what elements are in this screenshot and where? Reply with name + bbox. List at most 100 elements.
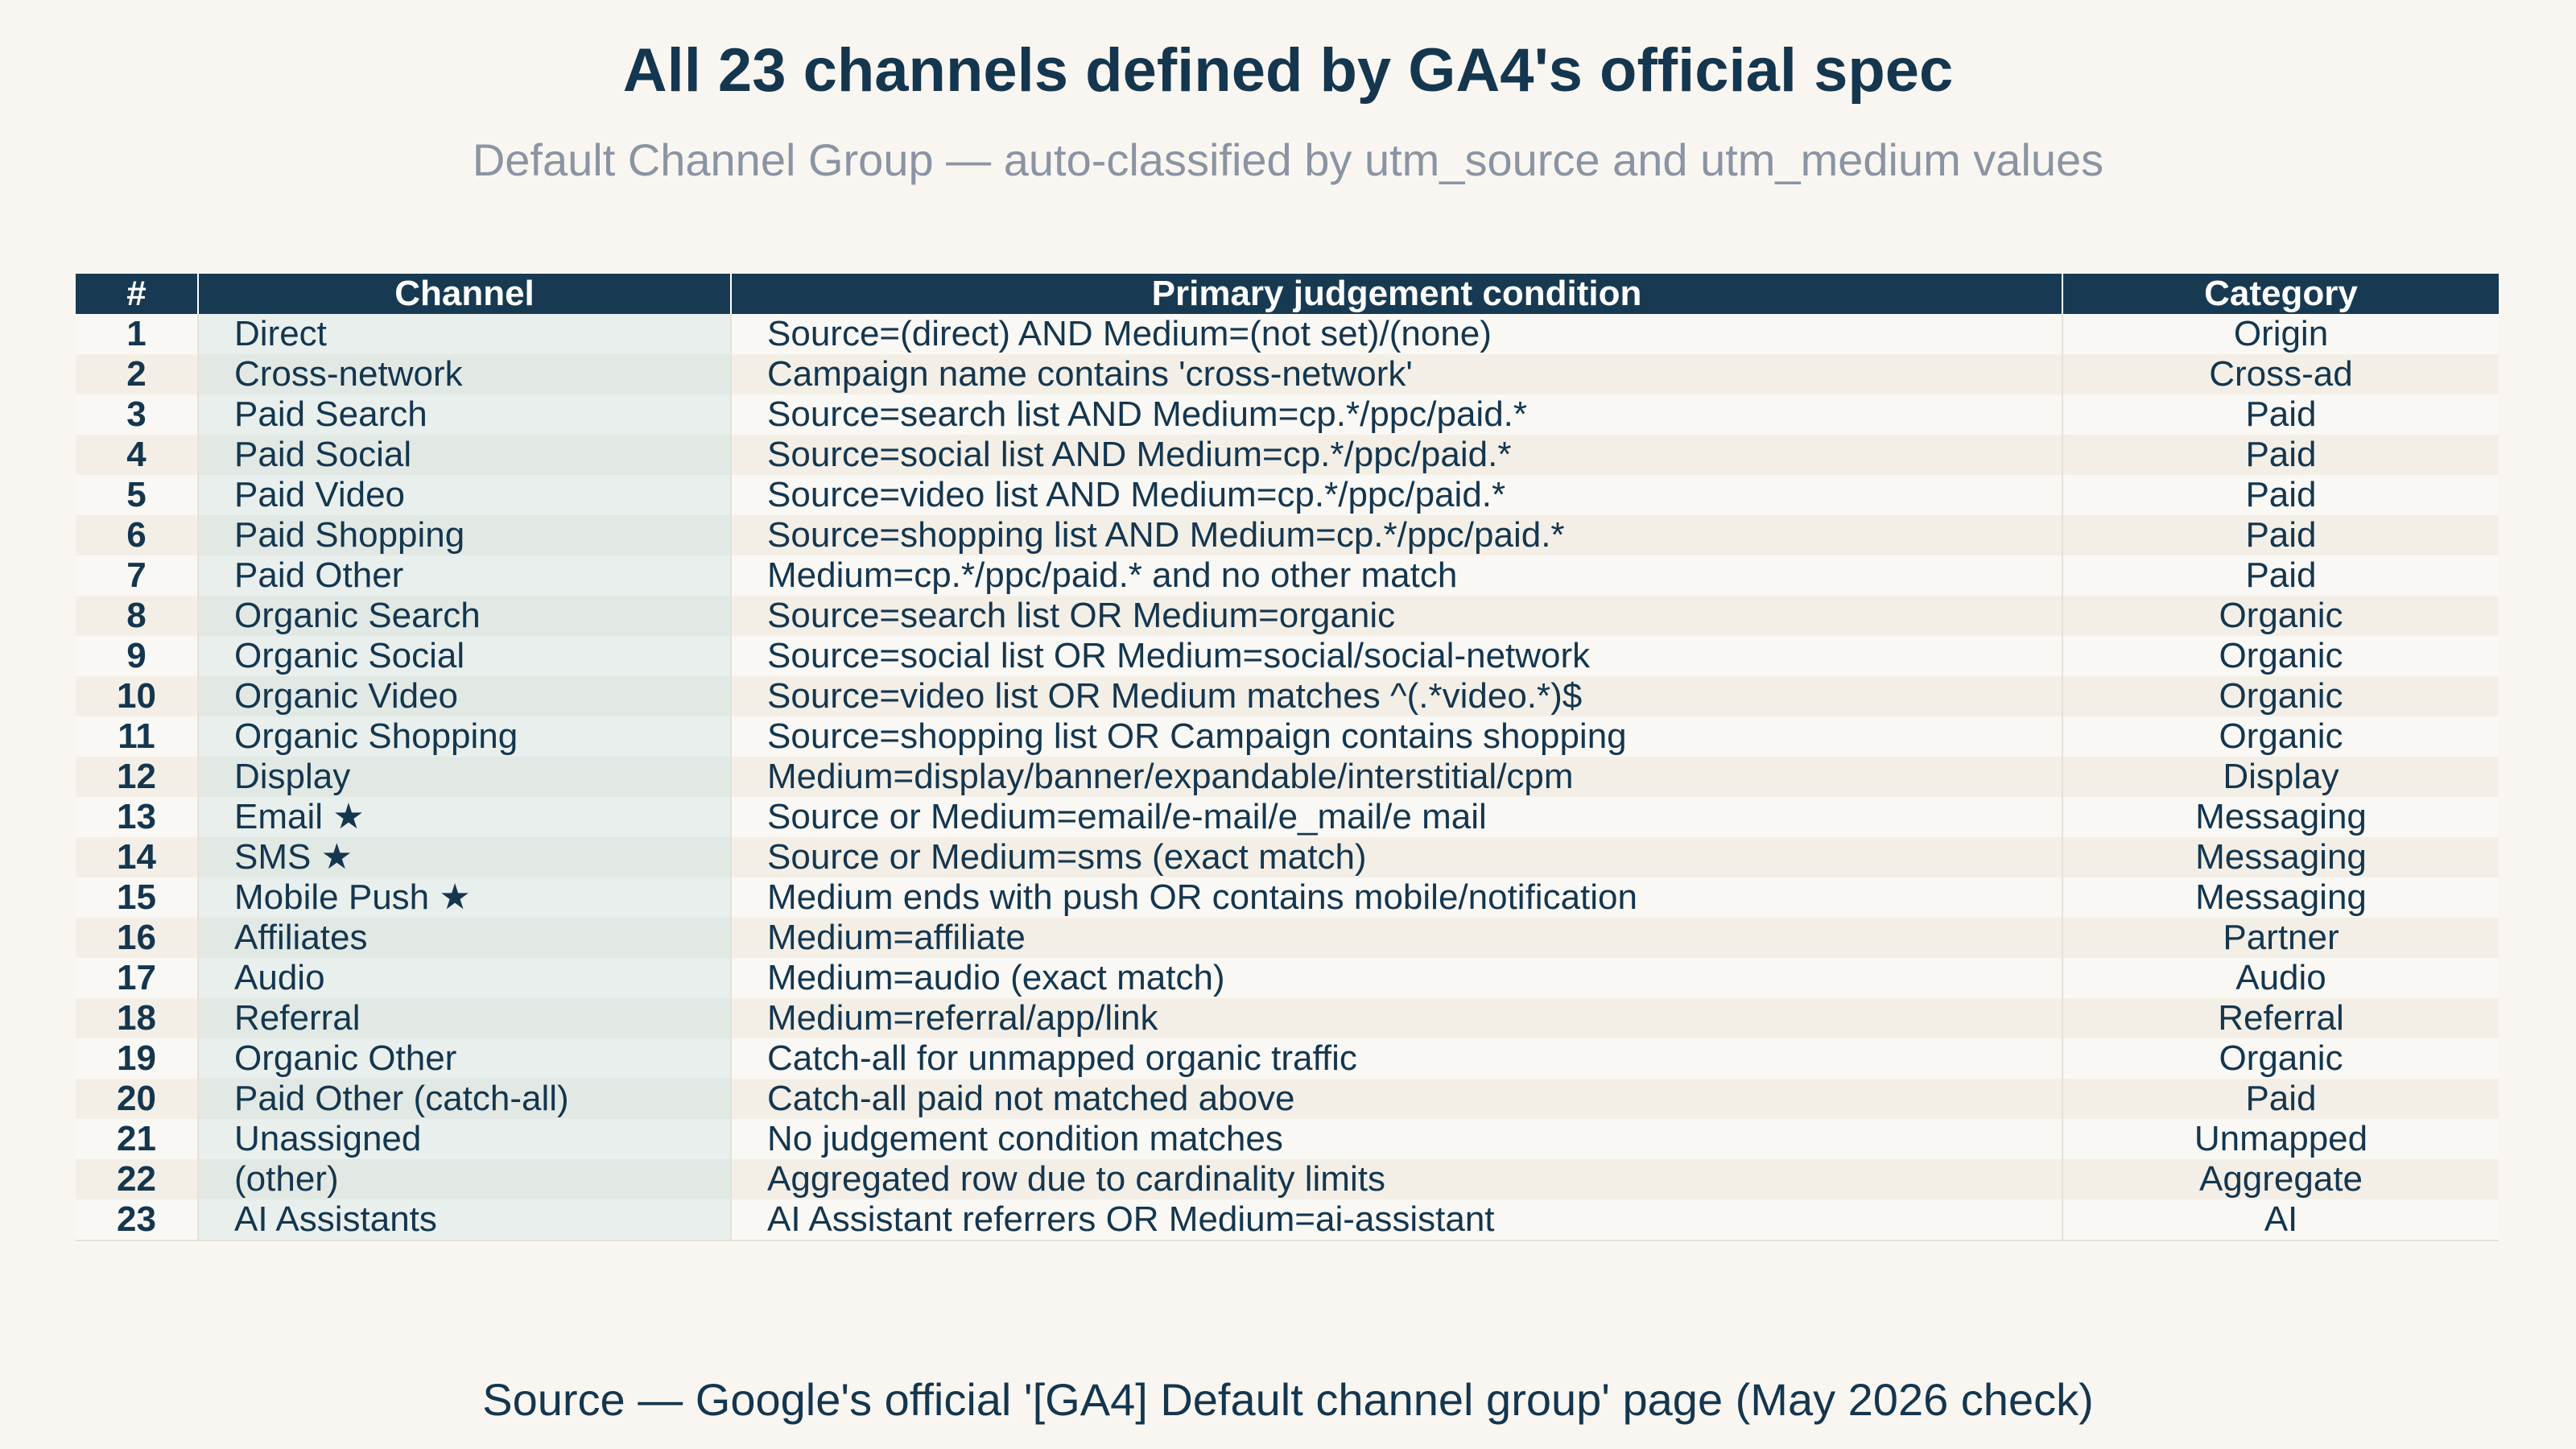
category: Paid (2062, 555, 2499, 596)
row-number: 15 (76, 877, 199, 918)
judgement-condition: Source=search list OR Medium=organic (731, 596, 2063, 636)
channel-name: Organic Social (198, 636, 732, 676)
judgement-condition: Source=social list OR Medium=social/soci… (731, 636, 2063, 676)
table-row: 3 Paid Search Source=search list AND Mediu… (76, 394, 2499, 435)
judgement-condition: Source=video list AND Medium=cp.*/ppc/pa… (731, 475, 2063, 515)
source-footnote: Source — Google's official '[GA4] Defaul… (482, 1374, 2094, 1425)
header-category: Category (2062, 274, 2499, 314)
row-number: 10 (76, 676, 199, 716)
row-number: 4 (76, 435, 199, 475)
channel-name: Display (198, 757, 732, 797)
category: AI (2062, 1199, 2499, 1241)
table-row: 17 Audio Medium=audio (exact match) Audio (76, 958, 2499, 998)
row-number: 11 (76, 716, 199, 757)
judgement-condition: Source=shopping list AND Medium=cp.*/ppc… (731, 515, 2063, 555)
table-row: 14 SMS ★ Source or Medium=sms (exact match… (76, 837, 2499, 877)
judgement-condition: No judgement condition matches (731, 1119, 2063, 1159)
channel-table-container: # Channel Primary judgement condition Ca… (76, 274, 2499, 1241)
table-header-row: # Channel Primary judgement condition Ca… (76, 274, 2499, 314)
channel-name: Email ★ (198, 797, 732, 837)
table-row: 21 Unassigned No judgement condition match… (76, 1119, 2499, 1159)
channel-name: Paid Social (198, 435, 732, 475)
category: Organic (2062, 596, 2499, 636)
chart-title: All 23 channels defined by GA4's officia… (622, 36, 1954, 105)
table-row: 1 Direct Source=(direct) AND Medium=(not s… (76, 314, 2499, 354)
channel-name: Cross-network (198, 354, 732, 394)
category: Display (2062, 757, 2499, 797)
row-number: 5 (76, 475, 199, 515)
category: Organic (2062, 636, 2499, 676)
table-row: 5 Paid Video Source=video list AND Medium=… (76, 475, 2499, 515)
table-row: 7 Paid Other Medium=cp.*/ppc/paid.* and no… (76, 555, 2499, 596)
category: Messaging (2062, 797, 2499, 837)
table-row: 4 Paid Social Source=social list AND Mediu… (76, 435, 2499, 475)
table-row: 15 Mobile Push ★ Medium ends with push OR … (76, 877, 2499, 918)
category: Aggregate (2062, 1159, 2499, 1199)
channel-table: # Channel Primary judgement condition Ca… (76, 274, 2499, 1241)
judgement-condition: Aggregated row due to cardinality limits (731, 1159, 2063, 1199)
judgement-condition: AI Assistant referrers OR Medium=ai-assi… (731, 1199, 2063, 1241)
chart-subtitle: Default Channel Group — auto-classified … (472, 134, 2104, 185)
category: Audio (2062, 958, 2499, 998)
header-condition: Primary judgement condition (731, 274, 2063, 314)
table-body: 1 Direct Source=(direct) AND Medium=(not s… (76, 314, 2499, 1241)
judgement-condition: Catch-all for unmapped organic traffic (731, 1038, 2063, 1079)
table-row: 9 Organic Social Source=social list OR Med… (76, 636, 2499, 676)
row-number: 3 (76, 394, 199, 435)
table-row: 20 Paid Other (catch-all) Catch-all paid n… (76, 1079, 2499, 1119)
header-number: # (76, 274, 199, 314)
channel-name: Organic Search (198, 596, 732, 636)
table-row: 6 Paid Shopping Source=shopping list AND M… (76, 515, 2499, 555)
category: Paid (2062, 515, 2499, 555)
channel-name: Paid Shopping (198, 515, 732, 555)
table-row: 13 Email ★ Source or Medium=email/e-mail/e… (76, 797, 2499, 837)
judgement-condition: Source=shopping list OR Campaign contain… (731, 716, 2063, 757)
category: Organic (2062, 1038, 2499, 1079)
category: Referral (2062, 998, 2499, 1038)
category: Cross-ad (2062, 354, 2499, 394)
channel-name: SMS ★ (198, 837, 732, 877)
channel-name: Organic Other (198, 1038, 732, 1079)
channel-name: Paid Other (catch-all) (198, 1079, 732, 1119)
row-number: 17 (76, 958, 199, 998)
channel-name: Direct (198, 314, 732, 354)
judgement-condition: Medium ends with push OR contains mobile… (731, 877, 2063, 918)
category: Paid (2062, 435, 2499, 475)
row-number: 21 (76, 1119, 199, 1159)
channel-name: Paid Other (198, 555, 732, 596)
channel-name: Affiliates (198, 918, 732, 958)
row-number: 23 (76, 1199, 199, 1241)
row-number: 22 (76, 1159, 199, 1199)
judgement-condition: Source=search list AND Medium=cp.*/ppc/p… (731, 394, 2063, 435)
row-number: 6 (76, 515, 199, 555)
row-number: 9 (76, 636, 199, 676)
judgement-condition: Catch-all paid not matched above (731, 1079, 2063, 1119)
category: Organic (2062, 676, 2499, 716)
judgement-condition: Campaign name contains 'cross-network' (731, 354, 2063, 394)
judgement-condition: Medium=affiliate (731, 918, 2063, 958)
header-channel: Channel (198, 274, 732, 314)
row-number: 2 (76, 354, 199, 394)
judgement-condition: Medium=cp.*/ppc/paid.* and no other matc… (731, 555, 2063, 596)
judgement-condition: Medium=audio (exact match) (731, 958, 2063, 998)
judgement-condition: Source=social list AND Medium=cp.*/ppc/p… (731, 435, 2063, 475)
row-number: 16 (76, 918, 199, 958)
table-row: 10 Organic Video Source=video list OR Medi… (76, 676, 2499, 716)
channel-name: Paid Search (198, 394, 732, 435)
channel-name: Organic Video (198, 676, 732, 716)
row-number: 20 (76, 1079, 199, 1119)
category: Organic (2062, 716, 2499, 757)
judgement-condition: Medium=referral/app/link (731, 998, 2063, 1038)
row-number: 19 (76, 1038, 199, 1079)
category: Paid (2062, 475, 2499, 515)
channel-name: Organic Shopping (198, 716, 732, 757)
table-row: 11 Organic Shopping Source=shopping list O… (76, 716, 2499, 757)
channel-name: AI Assistants (198, 1199, 732, 1241)
channel-name: Referral (198, 998, 732, 1038)
table-row: 23 AI Assistants AI Assistant referrers OR… (76, 1199, 2499, 1241)
category: Origin (2062, 314, 2499, 354)
row-number: 14 (76, 837, 199, 877)
table-row: 22 (other) Aggregated row due to cardinali… (76, 1159, 2499, 1199)
channel-name: Unassigned (198, 1119, 732, 1159)
row-number: 1 (76, 314, 199, 354)
